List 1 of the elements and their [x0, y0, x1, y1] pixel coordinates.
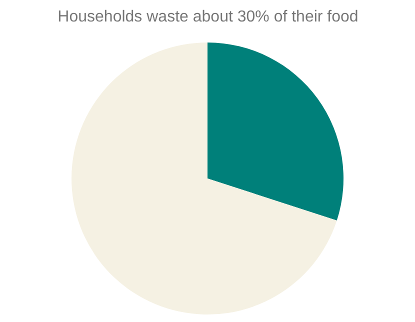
chart-title: Households waste about 30% of their food	[58, 8, 358, 26]
